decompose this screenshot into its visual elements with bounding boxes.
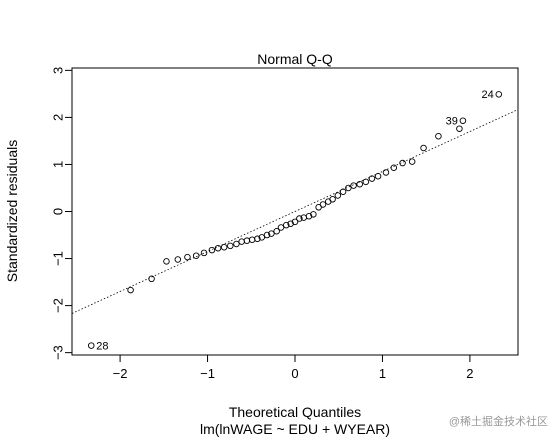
data-point [238,238,245,245]
data-point [310,211,317,218]
data-point [227,242,234,250]
data-point [329,196,336,203]
data-point [277,224,285,231]
data-point [390,164,398,171]
data-point [273,228,280,235]
x-tick-label: −2 [113,366,128,381]
x-axis: −2 −1 0 1 2 [113,355,474,381]
y-tick-label: 1 [51,161,66,168]
watermark: @稀土掘金技术社区 [449,414,548,428]
data-point [345,184,352,192]
y-tick-label: −1 [51,251,66,266]
data-point [368,175,376,182]
data-point [174,256,182,263]
y-axis-label: Standardized residuals [4,140,20,282]
data-point [127,286,134,294]
data-point [350,182,357,189]
y-tick-label: −3 [51,345,66,360]
x-tick-label: 1 [379,366,386,381]
y-tick-label: 3 [51,67,66,74]
point-label: 39 [446,116,458,128]
data-point [163,258,170,265]
x-axis-label: Theoretical Quantiles [229,404,361,420]
data-point [459,117,467,124]
data-point [184,253,191,261]
data-point [456,125,463,132]
data-point [362,178,370,186]
data-point [435,132,442,140]
chart-title: Normal Q-Q [257,51,333,67]
data-points [87,91,503,349]
y-tick-label: −2 [51,298,66,313]
y-tick-label: 0 [51,208,66,215]
data-point [356,180,363,188]
point-label: 24 [482,89,494,101]
data-point [399,159,406,167]
data-point [148,275,155,283]
data-point [263,231,271,239]
y-tick-label: 2 [51,114,66,121]
data-point [283,221,290,229]
data-point [208,246,216,254]
data-point [495,91,503,98]
x-tick-label: 0 [291,366,298,381]
data-point [268,230,275,237]
data-point [248,236,256,243]
data-point [192,252,200,259]
point-labels: 28 39 24 [96,89,494,352]
data-point [287,220,294,227]
data-point [87,342,95,349]
data-point [420,144,427,152]
data-point [258,234,266,241]
data-point [291,218,299,226]
data-point [200,249,208,257]
chart-subtitle: lm(lnWAGE ~ EDU + WYEAR) [200,421,390,437]
data-point [233,240,240,248]
reference-line [71,109,519,314]
data-point [334,192,342,199]
plot-axes: −2 −1 0 1 2 −3 −2 −1 0 1 2 3 [51,67,519,381]
data-point [305,212,313,220]
data-point [220,244,228,251]
data-point [243,237,251,244]
data-point [374,172,382,180]
data-point [254,235,261,243]
data-point [319,201,327,208]
x-tick-label: −1 [200,366,215,381]
data-point [339,188,347,195]
data-point [382,169,390,176]
point-label: 28 [96,340,108,352]
x-tick-label: 2 [466,366,473,381]
data-point [408,158,416,165]
data-point [214,244,222,252]
y-axis: −3 −2 −1 0 1 2 3 [51,67,72,360]
data-point [296,215,303,222]
